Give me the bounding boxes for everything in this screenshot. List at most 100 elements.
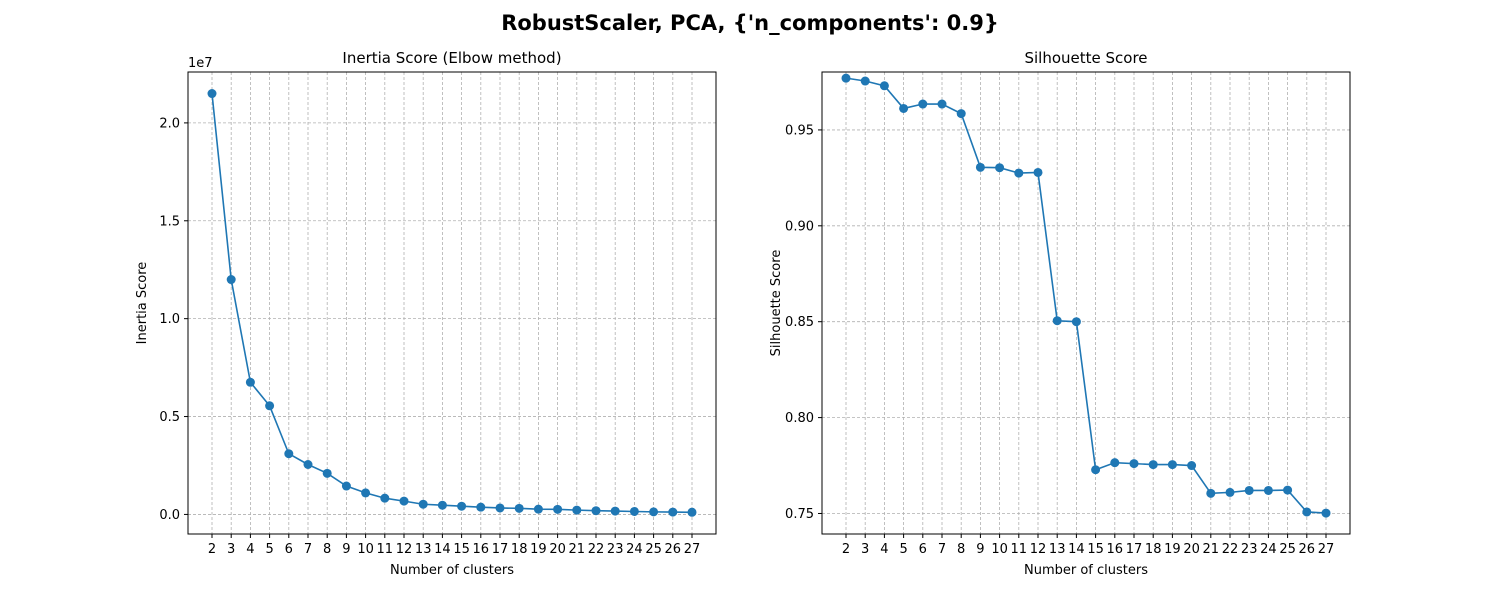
inertia-data-point [399, 496, 409, 506]
silhouette-data-point [899, 103, 909, 113]
silhouette-data-point [1244, 485, 1254, 495]
inertia-x-tick-label: 18 [511, 542, 528, 557]
inertia-data-point [514, 503, 524, 513]
inertia-data-point [284, 449, 294, 459]
silhouette-x-tick-label: 25 [1279, 542, 1296, 557]
inertia-data-point [226, 275, 236, 285]
inertia-x-tick-label: 12 [396, 542, 413, 557]
silhouette-x-tick-label: 14 [1068, 542, 1085, 557]
inertia-x-tick-label: 27 [684, 542, 701, 557]
silhouette-data-point [1071, 317, 1081, 327]
inertia-y-tick-label: 1.0 [159, 312, 180, 327]
silhouette-x-tick-label: 17 [1126, 542, 1143, 557]
inertia-x-tick-label: 9 [342, 542, 350, 557]
inertia-data-point [265, 401, 275, 411]
inertia-x-tick-label: 22 [588, 542, 605, 557]
inertia-x-tick-label: 10 [357, 542, 374, 557]
silhouette-data-point [1302, 507, 1312, 517]
silhouette-axes-frame [821, 71, 1351, 535]
silhouette-chart: 2 3 4 5 6 7 8 9 10 11 12 13 14 15 16 17 18 19 20 21 22 23 24 25… [769, 49, 1351, 578]
silhouette-series-line [845, 77, 1327, 514]
inertia-chart: 2 3 4 5 6 7 8 9 10 11 12 13 14 15 16 17 18 19 20 21 22 23 24 25… [135, 49, 717, 578]
silhouette-x-tick-label: 16 [1107, 542, 1124, 557]
silhouette-data-point [956, 109, 966, 119]
silhouette-y-tick-label: 0.75 [785, 507, 814, 522]
silhouette-x-tick-label: 27 [1318, 542, 1335, 557]
inertia-data-point [610, 506, 620, 516]
silhouette-data-point [995, 163, 1005, 173]
inertia-data-point [245, 377, 255, 387]
silhouette-data-point [1052, 316, 1062, 326]
silhouette-y-axis-label: Silhouette Score [769, 250, 784, 357]
figure-suptitle: RobustScaler, PCA, {'n_components': 0.9} [501, 11, 999, 35]
silhouette-x-tick-label: 20 [1183, 542, 1200, 557]
inertia-y-tick-label: 1.5 [159, 214, 180, 229]
inertia-x-tick-label: 19 [530, 542, 547, 557]
inertia-x-tick-label: 6 [285, 542, 293, 557]
inertia-data-point [322, 468, 332, 478]
inertia-x-tick-label: 15 [453, 542, 470, 557]
inertia-data-point [341, 481, 351, 491]
inertia-data-point [629, 506, 639, 516]
silhouette-data-point [1187, 461, 1197, 471]
silhouette-x-tick-label: 24 [1260, 542, 1277, 557]
inertia-data-point [668, 507, 678, 517]
silhouette-data-point [1091, 465, 1101, 475]
inertia-y-axis-label: Inertia Score [135, 262, 150, 345]
inertia-x-tick-label: 13 [415, 542, 432, 557]
silhouette-x-axis-label: Number of clusters [1024, 563, 1148, 578]
silhouette-data-point [860, 76, 870, 86]
silhouette-x-tick-label: 4 [880, 542, 888, 557]
inertia-data-point [476, 502, 486, 512]
silhouette-x-tick-label: 2 [842, 542, 850, 557]
inertia-x-tick-label: 20 [549, 542, 566, 557]
inertia-y-offset-label: 1e7 [188, 56, 213, 71]
silhouette-x-tick-label: 13 [1049, 542, 1066, 557]
inertia-x-tick-label: 23 [607, 542, 624, 557]
inertia-x-tick-label: 5 [265, 542, 273, 557]
silhouette-data-point [1263, 485, 1273, 495]
inertia-x-tick-label: 8 [323, 542, 331, 557]
silhouette-x-tick-label: 18 [1145, 542, 1162, 557]
inertia-x-tick-label: 26 [665, 542, 682, 557]
inertia-data-point [553, 504, 563, 514]
inertia-x-tick-label: 16 [473, 542, 490, 557]
silhouette-data-point [937, 99, 947, 109]
silhouette-data-point [841, 73, 851, 83]
silhouette-x-tick-label: 8 [957, 542, 965, 557]
inertia-x-axis-label: Number of clusters [390, 563, 514, 578]
silhouette-x-tick-label: 12 [1030, 542, 1047, 557]
inertia-x-tick-label: 2 [208, 542, 216, 557]
inertia-series-line [211, 93, 693, 514]
inertia-y-tick-label: 0.5 [159, 410, 180, 425]
inertia-y-tick-label: 2.0 [159, 116, 180, 131]
inertia-data-point [572, 505, 582, 515]
silhouette-data-point [1321, 508, 1331, 518]
silhouette-data-point [1206, 488, 1216, 498]
silhouette-y-tick-label: 0.90 [785, 219, 814, 234]
inertia-axes-frame [187, 71, 717, 535]
silhouette-x-tick-label: 19 [1164, 542, 1181, 557]
silhouette-data-point [1148, 460, 1158, 470]
inertia-x-tick-label: 21 [569, 542, 586, 557]
inertia-data-point [591, 506, 601, 516]
inertia-data-point [687, 507, 697, 517]
inertia-data-point [207, 89, 217, 99]
silhouette-x-tick-label: 5 [899, 542, 907, 557]
silhouette-data-point [1167, 460, 1177, 470]
silhouette-x-tick-label: 7 [938, 542, 946, 557]
silhouette-data-point [1110, 458, 1120, 468]
inertia-data-point [303, 460, 313, 470]
inertia-data-point [418, 499, 428, 509]
silhouette-y-tick-label: 0.80 [785, 411, 814, 426]
inertia-data-point [649, 507, 659, 517]
silhouette-x-tick-label: 11 [1011, 542, 1028, 557]
silhouette-x-tick-label: 22 [1222, 542, 1239, 557]
inertia-y-tick-label: 0.0 [159, 508, 180, 523]
silhouette-x-tick-label: 10 [991, 542, 1008, 557]
inertia-x-tick-label: 14 [434, 542, 451, 557]
silhouette-x-tick-label: 15 [1087, 542, 1104, 557]
inertia-x-tick-label: 7 [304, 542, 312, 557]
inertia-data-point [361, 488, 371, 498]
